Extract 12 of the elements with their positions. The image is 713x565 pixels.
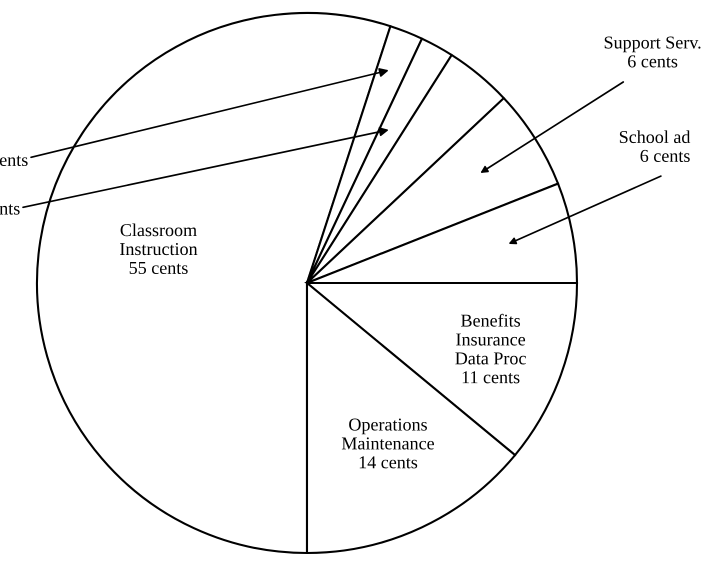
slice-label: Operations Maintenance <box>342 418 434 450</box>
data-label: 6 cents <box>628 55 678 68</box>
slice-label: School ad <box>620 130 690 144</box>
data-label: 55 cents <box>130 262 188 274</box>
data-label: 6 cents <box>640 150 690 162</box>
text: ents <box>0 156 28 166</box>
slice-label: Benefits Insurance Data Proc <box>455 314 526 364</box>
text: nts <box>0 204 20 215</box>
slice-label: Support Serv. <box>604 36 700 52</box>
data-label: 11 cents <box>462 371 520 384</box>
data-label: 14 cents <box>360 456 418 468</box>
slice-label: Classroom Instruction <box>120 224 198 256</box>
